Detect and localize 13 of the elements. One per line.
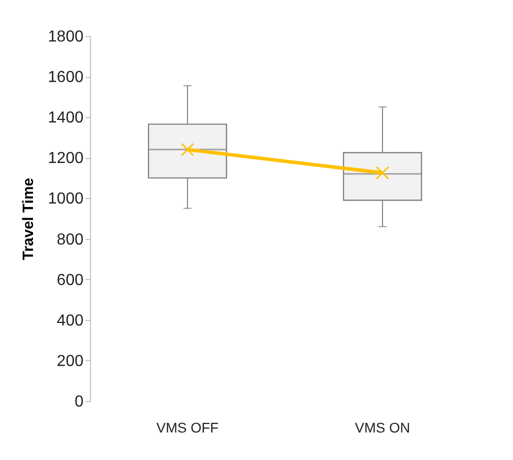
y-tick-label: 1000 <box>48 190 84 208</box>
x-tick-label: VMS OFF <box>156 420 219 436</box>
y-tick-label: 800 <box>56 231 84 248</box>
y-axis-title: Travel Time <box>20 178 37 260</box>
y-tick-label: 0 <box>74 394 84 410</box>
y-tick-label: 600 <box>56 272 84 289</box>
y-tick-label: 1400 <box>48 110 84 127</box>
y-tick-label: 1800 <box>48 28 84 46</box>
y-tick-label: 400 <box>56 312 84 330</box>
y-tick-label: 1200 <box>48 150 84 168</box>
y-tick-label: 1600 <box>48 69 84 86</box>
x-tick-label: VMS ON <box>354 420 410 436</box>
y-tick-label: 200 <box>56 352 84 370</box>
